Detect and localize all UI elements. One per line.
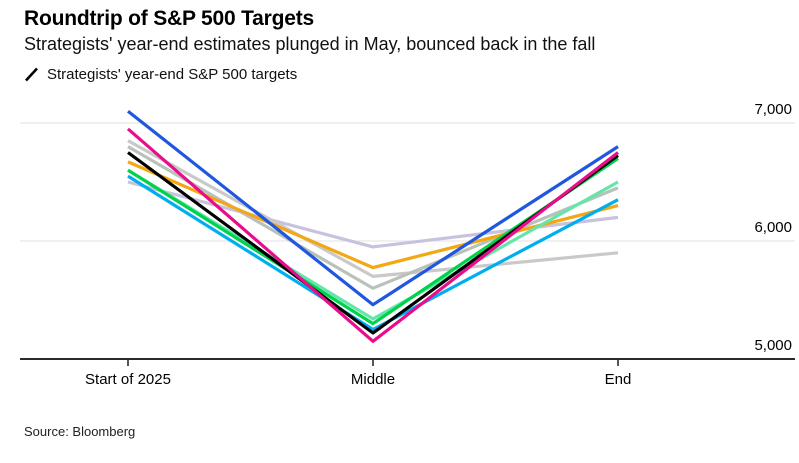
series-line-pink xyxy=(126,127,619,343)
series-line-gray-light xyxy=(127,139,619,278)
line-series-icon xyxy=(25,67,38,82)
series-line-blue xyxy=(127,109,619,307)
legend-label: Strategists' year-end S&P 500 targets xyxy=(47,66,298,83)
series-line-cyan xyxy=(127,174,619,332)
source-attribution: Source: Bloomberg xyxy=(24,424,136,439)
series-line-gray-sage xyxy=(127,145,619,290)
x-tick-label: Middle xyxy=(350,371,396,388)
y-tick-label: 6,000 xyxy=(754,219,792,236)
y-tick-label: 7,000 xyxy=(754,101,792,118)
chart-legend: Strategists' year-end S&P 500 targets xyxy=(24,66,297,83)
x-tick-label: Start of 2025 xyxy=(85,371,171,388)
chart-subtitle: Strategists' year-end estimates plunged … xyxy=(24,34,596,54)
x-tick-label: End xyxy=(604,371,632,388)
page-title: Roundtrip of S&P 500 Targets xyxy=(24,7,314,30)
y-tick-label: 5,000 xyxy=(754,337,792,354)
